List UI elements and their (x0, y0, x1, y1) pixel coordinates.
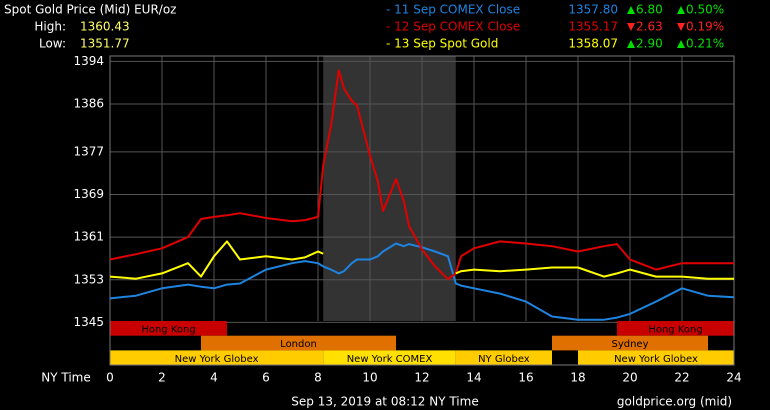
y-tick-label: 1369 (73, 187, 104, 201)
x-tick-label: 22 (674, 371, 689, 385)
legend-name: - 13 Sep Spot Gold (386, 37, 498, 51)
y-tick-label: 1377 (73, 144, 104, 158)
x-tick-label: 20 (622, 371, 637, 385)
chart-title: Spot Gold Price (Mid) EUR/oz (4, 3, 176, 17)
price-line (109, 240, 734, 280)
session-bar (617, 321, 734, 336)
source: goldprice.org (mid) (617, 395, 732, 409)
price-line (109, 242, 735, 321)
change-arrow (677, 23, 685, 31)
legend-close: 1355.17 (568, 20, 618, 34)
session-bar (323, 350, 456, 366)
legend-change-pct: 0.21% (686, 37, 724, 51)
legend-name: - 12 Sep COMEX Close (386, 20, 520, 34)
session-label: New York Globex (614, 354, 698, 365)
legend-close: 1357.80 (568, 3, 618, 17)
x-tick-label: 18 (570, 371, 585, 385)
legend-change-pct: 0.50% (686, 3, 724, 17)
y-tick-label: 1386 (73, 96, 104, 110)
footer: Sep 13, 2019 at 08:12 NY Time (291, 395, 478, 409)
high-label: High: (34, 20, 66, 34)
x-tick-label: 8 (314, 371, 322, 385)
legend-change: 2.63 (636, 20, 663, 34)
change-arrow (677, 40, 685, 48)
session-label: New York Globex (175, 354, 259, 365)
session-bar (110, 350, 324, 366)
session-label: NY Globex (478, 354, 530, 365)
session-bar (110, 321, 227, 336)
session-label: Hong Kong (648, 324, 702, 335)
y-tick-label: 1394 (73, 54, 104, 68)
x-tick-label: 0 (106, 371, 114, 385)
x-tick-label: 16 (518, 371, 533, 385)
session-bar (552, 335, 708, 351)
legend-change: 6.80 (636, 3, 663, 17)
plot-frame (109, 55, 735, 366)
x-axis-label: NY Time (41, 371, 91, 385)
change-arrow (677, 6, 685, 14)
change-arrow (627, 6, 635, 14)
legend-change-pct: 0.19% (686, 20, 724, 34)
change-arrow (627, 40, 635, 48)
y-tick-label: 1345 (73, 315, 104, 329)
legend-name: - 11 Sep COMEX Close (386, 3, 520, 17)
session-label: New York COMEX (347, 354, 433, 365)
legend-change: 2.90 (636, 37, 663, 51)
highlight-region (323, 56, 456, 321)
x-tick-label: 4 (210, 371, 218, 385)
x-tick-label: 2 (158, 371, 166, 385)
low-value: 1351.77 (80, 37, 130, 51)
x-tick-label: 6 (262, 371, 270, 385)
session-bar (455, 350, 552, 366)
session-label: Sydney (611, 339, 648, 350)
high-value: 1360.43 (80, 20, 130, 34)
x-tick-label: 10 (362, 371, 377, 385)
x-tick-label: 12 (414, 371, 429, 385)
change-arrow (627, 23, 635, 31)
x-tick-label: 24 (726, 371, 741, 385)
y-tick-label: 1353 (73, 272, 104, 286)
session-label: Hong Kong (141, 324, 195, 335)
session-bar (578, 350, 734, 366)
price-line (109, 69, 734, 281)
session-bar (201, 335, 396, 351)
x-tick-label: 14 (466, 371, 481, 385)
session-label: London (280, 339, 317, 350)
low-label: Low: (39, 37, 66, 51)
y-tick-label: 1361 (73, 230, 104, 244)
legend-close: 1358.07 (568, 37, 618, 51)
